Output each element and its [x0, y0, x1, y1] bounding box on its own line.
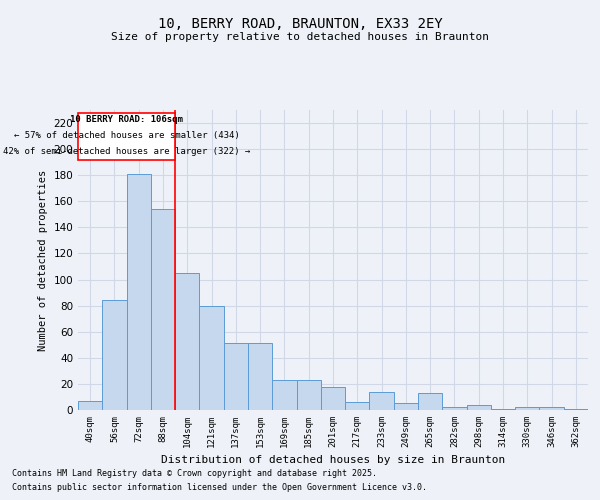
- Text: 10, BERRY ROAD, BRAUNTON, EX33 2EY: 10, BERRY ROAD, BRAUNTON, EX33 2EY: [158, 18, 442, 32]
- FancyBboxPatch shape: [78, 112, 175, 160]
- Bar: [175, 273, 199, 410]
- Bar: [296, 380, 321, 410]
- Bar: [199, 306, 224, 410]
- X-axis label: Distribution of detached houses by size in Braunton: Distribution of detached houses by size …: [161, 456, 505, 466]
- Bar: [224, 344, 248, 410]
- Text: Contains public sector information licensed under the Open Government Licence v3: Contains public sector information licen…: [12, 484, 427, 492]
- Bar: [78, 401, 102, 410]
- Text: ← 57% of detached houses are smaller (434): ← 57% of detached houses are smaller (43…: [14, 131, 239, 140]
- Bar: [370, 392, 394, 410]
- Bar: [345, 402, 370, 410]
- Bar: [539, 408, 564, 410]
- Bar: [102, 300, 127, 410]
- Text: 10 BERRY ROAD: 106sqm: 10 BERRY ROAD: 106sqm: [70, 115, 183, 124]
- Bar: [442, 408, 467, 410]
- Bar: [515, 408, 539, 410]
- Bar: [151, 209, 175, 410]
- Bar: [394, 404, 418, 410]
- Text: 42% of semi-detached houses are larger (322) →: 42% of semi-detached houses are larger (…: [3, 146, 250, 156]
- Y-axis label: Number of detached properties: Number of detached properties: [38, 170, 48, 350]
- Bar: [564, 408, 588, 410]
- Text: Contains HM Land Registry data © Crown copyright and database right 2025.: Contains HM Land Registry data © Crown c…: [12, 468, 377, 477]
- Bar: [248, 344, 272, 410]
- Text: Size of property relative to detached houses in Braunton: Size of property relative to detached ho…: [111, 32, 489, 42]
- Bar: [467, 405, 491, 410]
- Bar: [418, 393, 442, 410]
- Bar: [491, 408, 515, 410]
- Bar: [127, 174, 151, 410]
- Bar: [321, 386, 345, 410]
- Bar: [272, 380, 296, 410]
